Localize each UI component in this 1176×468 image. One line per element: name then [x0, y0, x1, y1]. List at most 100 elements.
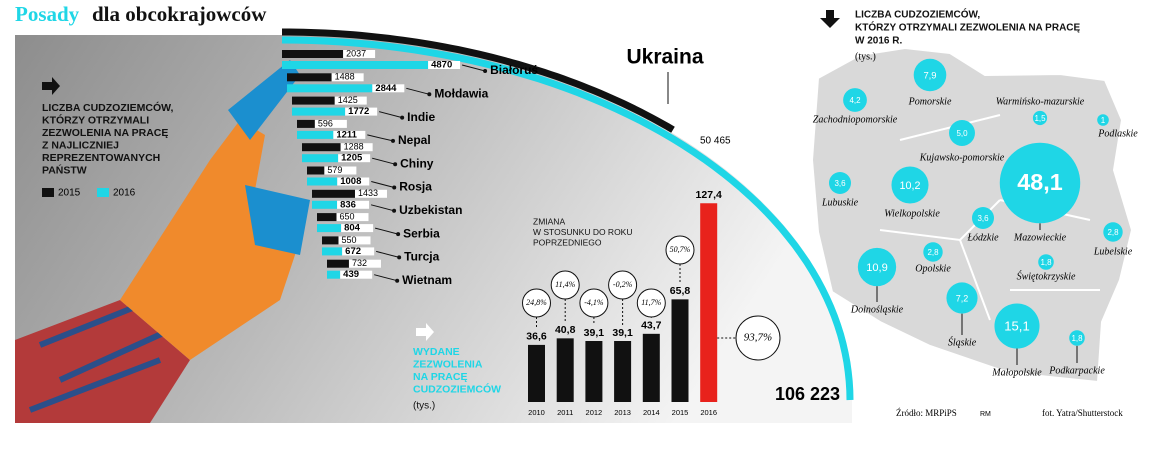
heading-line: POPRZEDNIEGO: [533, 237, 602, 247]
label-backing: [343, 50, 376, 58]
category-label: Turcja: [404, 250, 439, 264]
leader-line: [374, 227, 399, 235]
arrow-icon: [42, 77, 60, 95]
category-label: Rosja: [399, 180, 432, 194]
value-label: 2,8: [1107, 228, 1119, 237]
leader-line: [370, 204, 395, 212]
bar: [282, 50, 344, 58]
source: Źródło: MRPiPS: [896, 408, 957, 418]
value-label: 10,9: [866, 262, 888, 274]
value-label: 804: [344, 223, 361, 234]
value-label: 5,0: [956, 129, 968, 138]
region-label: Zachodniopomorskie: [813, 114, 898, 125]
bubble: [828, 171, 852, 195]
value-label: 39,1: [584, 327, 605, 339]
leader-line: [406, 87, 430, 95]
change-label: -4,1%: [584, 298, 604, 307]
region-label: Podlaskie: [1097, 128, 1138, 139]
change-label: 50,7%: [670, 245, 691, 254]
value-label: 10,2: [900, 180, 921, 192]
region-label: Wielkopolskie: [884, 208, 940, 219]
value-label: 2037: [346, 48, 366, 58]
label-backing: [342, 247, 375, 256]
value-label: 1488: [335, 72, 355, 82]
leader-dot: [483, 69, 488, 73]
change-marker: [636, 288, 666, 318]
bar: [528, 344, 545, 402]
value-label: 1,8: [1071, 334, 1083, 343]
label-backing: [324, 166, 357, 175]
value-label: 2844: [375, 83, 397, 94]
map-borders: [879, 114, 1100, 321]
value-label: 50 465: [700, 136, 731, 147]
x-tick-label: 2011: [557, 408, 573, 417]
value-label: 1,5: [1034, 114, 1046, 123]
bar: [297, 130, 334, 139]
bar: [700, 203, 718, 402]
bubble: [949, 120, 975, 146]
bubble: [843, 88, 867, 112]
label-backing: [314, 119, 347, 128]
legend-swatch: [42, 188, 54, 197]
region-label: Kujawsko-pomorskie: [919, 152, 1005, 163]
bar: [302, 143, 341, 152]
leader-line: [379, 111, 403, 119]
change-label: -0,2%: [613, 280, 633, 289]
bar: [292, 107, 346, 116]
value-label: 43,7: [641, 320, 662, 332]
x-tick-label: 2015: [672, 408, 689, 417]
bubble: [1103, 222, 1123, 242]
value-label: 7,2: [956, 293, 969, 303]
heading-line: W 2016 R.: [855, 36, 902, 47]
category-label: Indie: [407, 110, 435, 124]
label-backing: [354, 189, 387, 198]
heading-line: ZMIANA: [533, 216, 565, 226]
region-label: Lubuskie: [821, 197, 859, 208]
value-label: 1008: [340, 176, 361, 187]
value-label: 40,8: [555, 324, 576, 336]
value-label: 36,6: [526, 331, 547, 343]
label-backing: [428, 61, 461, 69]
category-label: Białoruś: [490, 63, 538, 77]
label-backing: [338, 154, 371, 163]
bubble: [999, 142, 1081, 224]
bar: [317, 213, 337, 222]
heading-line: REPREZENTOWANYCH: [42, 152, 160, 164]
bubble: [923, 242, 943, 262]
leader-line: [371, 181, 395, 188]
bar: [307, 177, 338, 186]
value-label: 550: [342, 235, 357, 245]
arrow-icon: [416, 323, 434, 341]
bar: [671, 299, 689, 402]
value-label: 3,6: [977, 214, 989, 223]
label-backing: [331, 73, 364, 82]
bar: [307, 166, 325, 175]
bar: [322, 247, 343, 256]
glove: [120, 120, 300, 360]
map-outline: [810, 46, 1134, 384]
bubble: [1097, 114, 1109, 126]
label-backing: [337, 177, 370, 186]
leader-dot: [395, 278, 400, 283]
title-accent: Posady: [15, 2, 80, 26]
category-label: Ukraina: [626, 46, 703, 69]
x-tick-label: 2016: [700, 408, 717, 417]
value-label: 1425: [338, 95, 358, 105]
category-label: Wietnam: [402, 273, 452, 287]
value-label: 1211: [336, 129, 357, 140]
label-backing: [336, 213, 369, 222]
bar: [327, 270, 341, 279]
leader-dot: [397, 255, 402, 260]
label-backing: [372, 84, 405, 93]
sleeve-pattern: [28, 302, 172, 413]
bar: [322, 236, 339, 245]
bubble: [891, 166, 929, 204]
value-label: 48,1: [1017, 169, 1062, 195]
bar: [317, 224, 342, 233]
legend-swatch: [97, 188, 109, 197]
region-label: Opolskie: [915, 263, 951, 274]
value-label: 106 223: [775, 384, 840, 404]
label-backing: [338, 236, 371, 245]
bar: [287, 73, 332, 82]
